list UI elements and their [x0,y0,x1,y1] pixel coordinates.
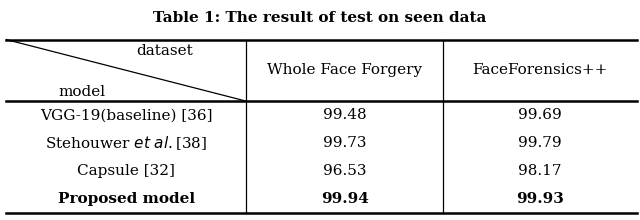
Text: Capsule [32]: Capsule [32] [77,164,175,178]
Text: 98.17: 98.17 [518,164,561,178]
Text: Proposed model: Proposed model [58,192,195,206]
Text: Stehouwer $\it{et\ al.}$[38]: Stehouwer $\it{et\ al.}$[38] [45,134,207,152]
Text: FaceForensics++: FaceForensics++ [472,63,607,77]
Text: 99.94: 99.94 [321,192,369,206]
Text: 96.53: 96.53 [323,164,366,178]
Text: Table 1: The result of test on seen data: Table 1: The result of test on seen data [154,11,486,25]
Text: VGG-19(baseline) [36]: VGG-19(baseline) [36] [40,108,212,122]
Text: model: model [58,85,105,99]
Text: 99.73: 99.73 [323,136,366,150]
Text: 99.93: 99.93 [516,192,564,206]
Text: dataset: dataset [136,44,193,58]
Text: 99.79: 99.79 [518,136,562,150]
Text: 99.69: 99.69 [518,108,562,122]
Text: 99.48: 99.48 [323,108,367,122]
Text: Whole Face Forgery: Whole Face Forgery [267,63,422,77]
